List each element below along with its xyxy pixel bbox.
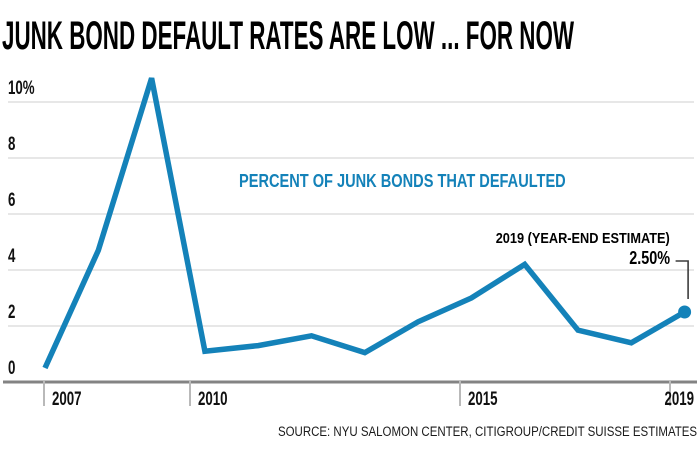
x-tick-label: 2019 (664, 389, 694, 410)
y-tick-label: 2 (8, 302, 15, 323)
callout-line (675, 260, 689, 299)
annotation-value: 2.50% (629, 248, 670, 268)
x-tick-label: 2007 (52, 389, 82, 410)
chart-title: JUNK BOND DEFAULT RATES ARE LOW ... FOR … (2, 14, 575, 58)
series-label: PERCENT OF JUNK BONDS THAT DEFAULTED (239, 171, 566, 191)
y-tick-label: 4 (8, 246, 16, 267)
end-point-dot (678, 305, 692, 319)
annotation-year-label: 2019 (YEAR-END ESTIMATE) (495, 230, 670, 247)
y-tick-label: 8 (8, 134, 15, 155)
y-tick-label: 10% (8, 78, 35, 99)
y-tick-label: 0 (8, 358, 15, 379)
data-line (42, 77, 686, 370)
x-tick-label: 2010 (198, 389, 228, 410)
y-tick-label: 6 (8, 190, 15, 211)
x-tick-label: 2015 (468, 389, 498, 410)
source-credit: SOURCE: NYU SALOMON CENTER, CITIGROUP/CR… (277, 424, 697, 439)
